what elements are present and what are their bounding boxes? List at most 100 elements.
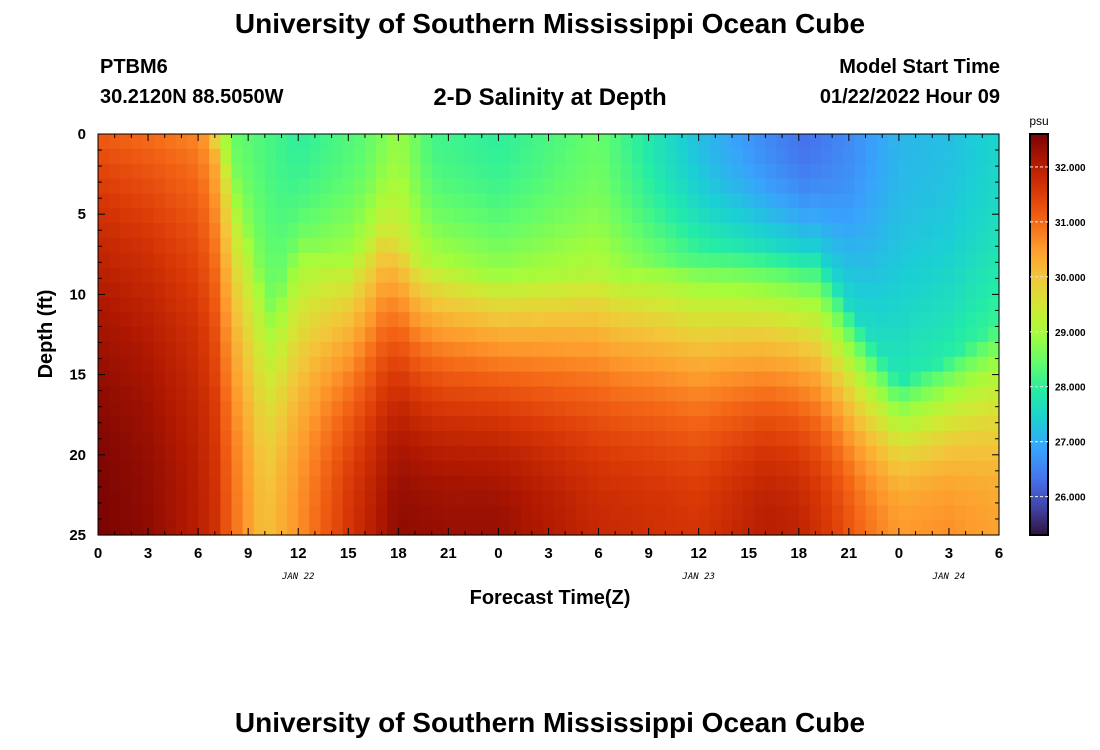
heatmap-cell <box>220 475 233 492</box>
heatmap-cell <box>887 475 900 492</box>
heatmap-cell <box>264 460 277 477</box>
heatmap-cell <box>131 163 144 180</box>
heatmap-cell <box>809 520 822 536</box>
colorbar: 26.00027.00028.00029.00030.00031.00032.0… <box>1029 114 1086 536</box>
heatmap-cell <box>898 297 911 313</box>
heatmap-cell <box>409 475 422 492</box>
heatmap-cell <box>743 327 755 343</box>
heatmap-cell <box>732 134 744 150</box>
heatmap-cell <box>787 267 800 284</box>
heatmap-cell <box>554 401 566 417</box>
heatmap-cell <box>898 148 911 165</box>
heatmap-cell <box>376 505 388 521</box>
heatmap-cell <box>720 223 733 239</box>
heatmap-cell <box>732 163 744 180</box>
heatmap-cell <box>876 297 889 313</box>
heatmap-cell <box>598 490 611 506</box>
heatmap-cell <box>298 445 310 462</box>
heatmap-cell <box>765 475 778 492</box>
heatmap-cell <box>198 148 210 165</box>
heatmap-cell <box>142 312 155 328</box>
heatmap-cell <box>821 134 833 150</box>
heatmap-cell <box>620 386 633 402</box>
heatmap-cell <box>120 431 132 447</box>
heatmap-cell <box>409 416 422 432</box>
heatmap-cell <box>253 134 266 150</box>
heatmap-cell <box>298 520 310 536</box>
heatmap-cell <box>275 460 288 477</box>
heatmap-cell <box>220 297 233 313</box>
heatmap-cell <box>142 401 155 417</box>
heatmap-cell <box>776 505 789 521</box>
model-start-label: Model Start Time <box>839 56 1000 78</box>
heatmap-cell <box>398 460 411 477</box>
heatmap-cell <box>175 341 188 358</box>
heatmap-cell <box>598 341 611 358</box>
heatmap-cell <box>887 401 900 417</box>
heatmap-cell <box>309 193 322 209</box>
heatmap-cell <box>398 193 411 209</box>
heatmap-cell <box>576 148 589 165</box>
heatmap-cell <box>765 208 778 224</box>
heatmap-cell <box>364 312 377 328</box>
heatmap-cell <box>776 371 789 388</box>
heatmap-cell <box>220 505 233 521</box>
heatmap-cell <box>776 237 789 254</box>
heatmap-cell <box>609 371 622 388</box>
heatmap-cell <box>142 193 155 209</box>
heatmap-cell <box>898 490 911 506</box>
heatmap-cell <box>754 163 766 180</box>
heatmap-cell <box>409 371 422 388</box>
heatmap-cell <box>876 193 889 209</box>
heatmap-cell <box>387 431 399 447</box>
heatmap-cell <box>275 282 288 298</box>
heatmap-cell <box>220 208 233 224</box>
heatmap-cell <box>342 475 355 492</box>
heatmap-cell <box>453 163 466 180</box>
heatmap-cell <box>509 505 522 521</box>
heatmap-cell <box>364 431 377 447</box>
heatmap-cell <box>498 356 511 373</box>
heatmap-cell <box>720 386 733 402</box>
heatmap-cell <box>832 401 844 417</box>
heatmap-cell <box>887 505 900 521</box>
heatmap-cell <box>587 252 600 269</box>
heatmap-cell <box>442 386 455 402</box>
heatmap-cell <box>954 505 967 521</box>
heatmap-cell <box>198 297 210 313</box>
heatmap-cell <box>164 237 177 254</box>
heatmap-cell <box>698 178 711 195</box>
heatmap-cell <box>376 327 388 343</box>
heatmap-cell <box>821 520 833 536</box>
heatmap-cell <box>109 520 121 536</box>
heatmap-cell <box>364 223 377 239</box>
heatmap-cell <box>120 148 132 165</box>
heatmap-cell <box>387 267 399 284</box>
heatmap-cell <box>175 401 188 417</box>
heatmap-cell <box>631 341 644 358</box>
heatmap-cell <box>465 460 477 477</box>
heatmap-cell <box>198 356 210 373</box>
heatmap-cell <box>709 178 722 195</box>
heatmap-cell <box>131 193 144 209</box>
heatmap-cell <box>186 386 199 402</box>
heatmap-cell <box>509 134 522 150</box>
heatmap-cell <box>743 341 755 358</box>
heatmap-cell <box>843 297 855 313</box>
heatmap-cell <box>164 341 177 358</box>
heatmap-cell <box>120 282 132 298</box>
heatmap-cell <box>153 475 166 492</box>
heatmap-cell <box>231 267 244 284</box>
heatmap-cell <box>175 312 188 328</box>
heatmap-cell <box>387 371 399 388</box>
heatmap-cell <box>676 148 689 165</box>
heatmap-cell <box>598 505 611 521</box>
heatmap-cell <box>98 237 110 254</box>
heatmap-cell <box>131 505 144 521</box>
heatmap-cell <box>987 134 1000 150</box>
heatmap-cell <box>331 356 344 373</box>
heatmap-cell <box>687 208 700 224</box>
heatmap-cell <box>665 312 678 328</box>
heatmap-cell <box>687 386 700 402</box>
